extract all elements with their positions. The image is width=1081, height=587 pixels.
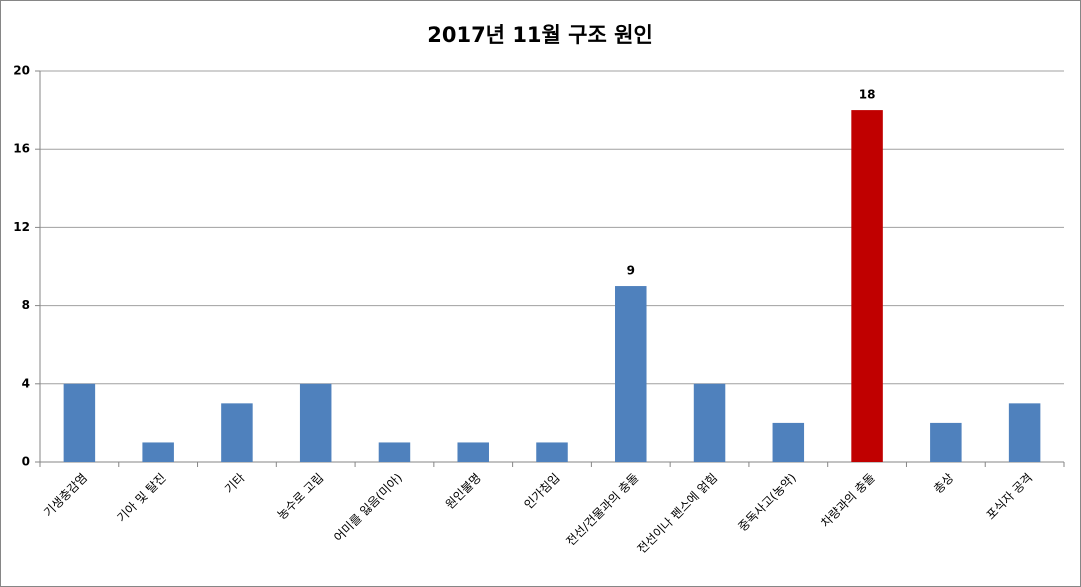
y-tick-label: 0 <box>22 455 30 469</box>
bar <box>536 442 568 462</box>
bar <box>378 442 411 462</box>
y-tick-label: 4 <box>22 376 30 390</box>
data-label: 18 <box>859 88 876 102</box>
bar <box>772 422 805 462</box>
bar <box>930 422 962 462</box>
bar <box>221 403 253 462</box>
bar <box>1008 403 1041 462</box>
y-tick-label: 12 <box>13 220 30 234</box>
data-label: 9 <box>627 264 635 278</box>
bar <box>142 442 174 462</box>
bar <box>63 383 96 462</box>
bar <box>693 383 726 462</box>
bar <box>615 286 647 462</box>
bar <box>851 110 883 462</box>
y-tick-label: 8 <box>22 298 30 312</box>
y-tick-label: 16 <box>13 142 30 156</box>
bar <box>299 383 332 462</box>
chart-title: 2017년 11월 구조 원인 <box>427 23 653 47</box>
bar <box>457 442 489 462</box>
y-tick-label: 20 <box>13 64 30 78</box>
